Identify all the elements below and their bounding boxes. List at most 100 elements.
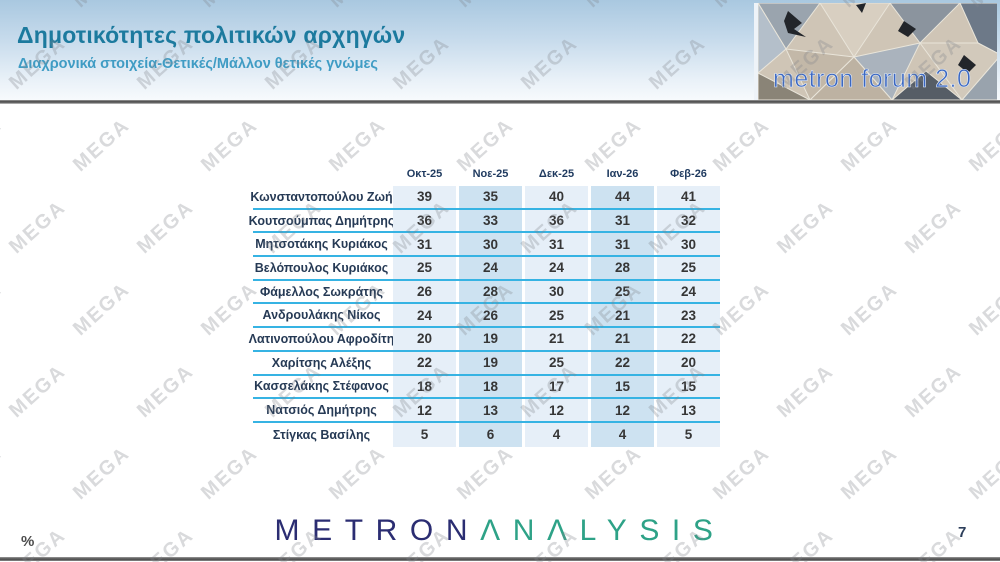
watermark-text: MEGA [0,442,7,505]
table-row: Ανδρουλάκης Νίκος 24 26 25 21 23 [253,304,720,329]
watermark-text: MEGA [965,114,1000,177]
leader-name: Βελόπουλος Κυριάκος [254,260,389,275]
page-title: Δημοτικότητες πολιτικών αρχηγών [17,22,406,48]
value-cell: 19 [459,351,522,374]
leader-name: Ανδρουλάκης Νίκος [262,308,381,323]
table-row: Βελόπουλος Κυριάκος 25 24 24 28 25 [253,257,720,281]
value-cell: 18 [459,375,522,398]
table-row: Μητσοτάκης Κυριάκος 31 30 31 31 30 [253,233,720,258]
header-divider [0,100,1000,104]
percent-label: % [21,533,35,550]
table-row: Κασσελάκης Στέφανος 18 18 17 15 15 [253,375,720,400]
watermark-text: MEGA [197,442,263,505]
leader-name: Φάμελλος Σωκράτης [259,284,384,299]
watermark-text: MEGA [709,442,775,505]
value-cell: 24 [393,304,456,327]
value-cell: 25 [393,257,456,279]
leader-name: Χαρίτσης Αλέξης [271,355,372,370]
value-cell: 26 [393,280,456,303]
brand-analysis: ΛNΛLYSIS [480,514,726,547]
value-cell: 32 [657,209,720,232]
value-cell: 22 [591,351,654,374]
watermark-text: MEGA [69,278,135,341]
leader-name: Κουτσούμπας Δημήτρης [248,213,395,228]
value-cell: 5 [657,422,720,447]
leader-name: Νατσιός Δημήτρης [266,403,377,418]
leader-name: Στίγκας Βασίλης [272,427,371,442]
page-number: 7 [958,524,967,541]
value-cell: 13 [459,399,522,421]
column-header: Οκτ-25 [406,168,443,180]
value-cell: 25 [657,257,720,279]
watermark-text: MEGA [837,278,903,341]
watermark-text: MEGA [453,442,519,505]
value-cell: 30 [657,233,720,256]
value-cell: 22 [657,328,720,350]
value-cell: 30 [459,233,522,256]
value-cell: 24 [459,257,522,279]
value-cell: 21 [525,328,588,350]
value-cell: 18 [393,375,456,398]
table-body: Κωνσταντοπούλου Ζωή 39 35 40 44 41 Κουτσούμπας… [248,186,720,447]
value-cell: 4 [591,422,654,447]
leader-name: Μητσοτάκης Κυριάκος [255,237,388,252]
value-cell: 30 [525,280,588,303]
metron-forum-logo: metron forum 2.0 [754,3,997,100]
watermark-text: MEGA [5,196,71,259]
value-cell: 20 [393,328,456,350]
watermark-text: MEGA [581,442,647,505]
watermark-text: MEGA [5,360,71,423]
table-row: Κωνσταντοπούλου Ζωή 39 35 40 44 41 [250,186,720,210]
value-cell: 39 [393,186,456,208]
value-cell: 41 [657,186,720,208]
months-row: Οκτ-25 Νοε-25 Δεκ-25 Ιαν-26 Φεβ-26 [253,162,720,186]
column-header: Φεβ-26 [670,168,707,180]
value-cell: 21 [591,328,654,350]
value-cell: 31 [525,233,588,256]
watermark-text: MEGA [133,360,199,423]
value-cell: 36 [393,209,456,232]
value-cell: 31 [591,233,654,256]
leader-name: Κασσελάκης Στέφανος [254,379,389,394]
watermark-text: MEGA [325,442,391,505]
watermark-text: MEGA [0,278,7,341]
value-cell: 15 [591,375,654,398]
value-cell: 28 [459,280,522,303]
value-cell: 21 [591,304,654,327]
table-row: Κουτσούμπας Δημήτρης 36 33 36 31 32 [248,209,720,234]
watermark-text: MEGA [133,196,199,259]
value-cell: 6 [459,422,522,447]
table-row: Στίγκας Βασίλης 5 6 4 4 5 [253,422,720,447]
value-cell: 31 [393,233,456,256]
value-cell: 17 [525,375,588,398]
value-cell: 35 [459,186,522,208]
value-cell: 5 [393,422,456,447]
leader-name: Κωνσταντοπούλου Ζωή [250,189,393,204]
brand-metron: METRON [274,514,481,547]
watermark-text: MEGA [901,360,967,423]
value-cell: 28 [591,257,654,279]
value-cell: 40 [525,186,588,208]
table-row: Χαρίτσης Αλέξης 22 19 25 22 20 [253,351,720,376]
value-cell: 24 [657,280,720,303]
value-cell: 20 [657,351,720,374]
table-row: Λατινοπούλου Αφροδίτη 20 19 21 21 22 [249,328,720,352]
value-cell: 25 [525,351,588,374]
value-cell: 13 [657,399,720,421]
value-cell: 19 [459,328,522,350]
metron-analysis-logo: METRONΛNΛLYSIS [0,514,1000,548]
value-cell: 44 [591,186,654,208]
popularity-table: Οκτ-25 Νοε-25 Δεκ-25 Ιαν-26 Φεβ-26 Κωνσταντο… [248,162,720,447]
value-cell: 23 [657,304,720,327]
column-header: Ιαν-26 [606,168,639,180]
value-cell: 24 [525,257,588,279]
watermark-text: MEGA [773,196,839,259]
table-row: Φάμελλος Σωκράτης 26 28 30 25 24 [253,280,720,305]
bottom-rule [0,557,1000,561]
watermark-text: MEGA [69,114,135,177]
watermark-text: MEGA [965,278,1000,341]
value-cell: 26 [459,304,522,327]
column-header: Νοε-25 [472,168,509,180]
watermark-text: MEGA [0,114,7,177]
